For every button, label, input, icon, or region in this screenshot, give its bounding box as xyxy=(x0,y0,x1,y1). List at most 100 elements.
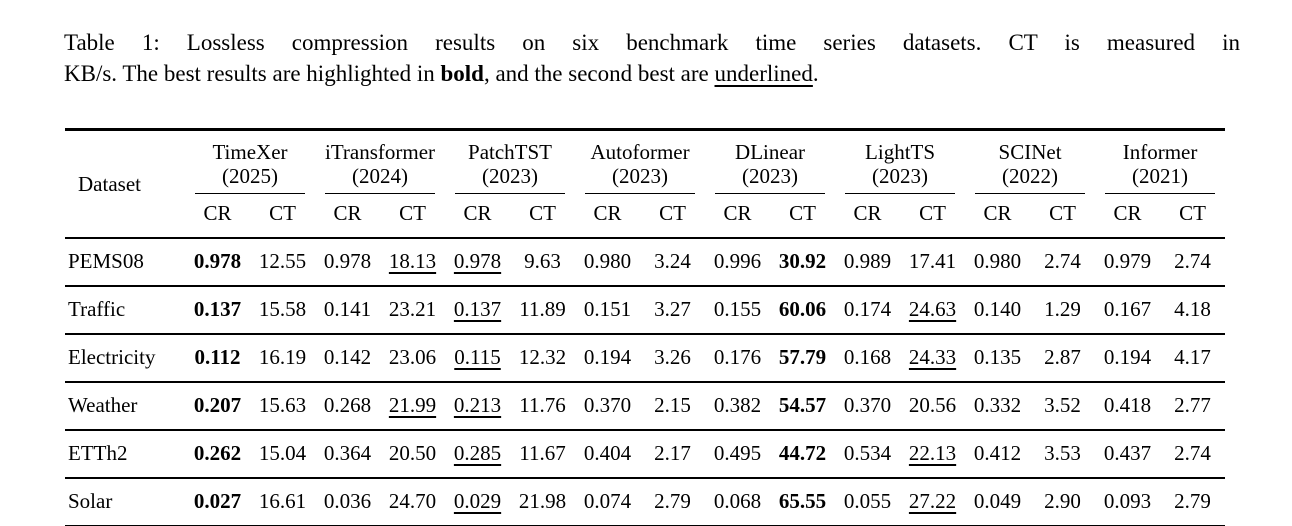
table-cell: 0.207 xyxy=(185,382,250,431)
method-name: TimeXer xyxy=(212,140,288,164)
table-cell: 0.980 xyxy=(575,238,641,287)
table-cell: 2.17 xyxy=(640,430,706,479)
subheader-cr: CR xyxy=(203,201,232,225)
table-cell: 3.53 xyxy=(1030,430,1096,479)
subheader-ct: CT xyxy=(529,201,556,225)
table-cell: 2.74 xyxy=(1160,430,1226,479)
table-cell: 0.137 xyxy=(185,286,250,335)
table-cell: 0.370 xyxy=(835,382,901,431)
table-cell: 30.92 xyxy=(770,238,836,287)
subheader-cr: CR xyxy=(1113,201,1142,225)
table-cell: 2.90 xyxy=(1044,489,1081,513)
subheader-ct: CT xyxy=(919,201,946,225)
table-cell: 23.21 xyxy=(380,286,446,335)
table-row-solar: Solar 0.027 16.61 0.036 24.70 0.029 21.98 0.074… xyxy=(65,478,1225,526)
table-cell: 0.151 xyxy=(575,286,641,335)
table-cell: 0.332 xyxy=(965,382,1031,431)
table-cell: 0.167 xyxy=(1095,286,1161,335)
subheader-ct: CT xyxy=(1179,201,1206,225)
table-cell: 0.404 xyxy=(575,430,641,479)
method-year: (2022) xyxy=(1002,164,1059,188)
table-cell: 11.89 xyxy=(510,286,576,335)
table-cell: 0.370 xyxy=(575,382,641,431)
table-cell: 0.168 xyxy=(835,334,901,383)
table-cell: 15.04 xyxy=(250,430,315,479)
subheader-ct: CT xyxy=(659,201,686,225)
row-label: PEMS08 xyxy=(65,238,185,287)
table-caption: Table 1: Lossless compression results on… xyxy=(64,27,1240,89)
row-label: Solar xyxy=(68,489,113,513)
group-rule xyxy=(585,193,696,194)
method-year: (2025) xyxy=(222,164,278,188)
header-row-methods: Dataset TimeXer (2025) iTransformer (2024) P… xyxy=(65,130,1225,196)
subheader-cr: CR xyxy=(333,201,362,225)
table-cell: 0.055 xyxy=(843,489,892,513)
table-cell: 0.534 xyxy=(835,430,901,479)
table-cell: 0.068 xyxy=(713,489,762,513)
table-cell: 11.76 xyxy=(510,382,576,431)
table-cell: 0.142 xyxy=(315,334,380,383)
caption-text-before-bold: KB/s. The best results are highlighted i… xyxy=(64,61,441,86)
method-name: LightTS xyxy=(865,140,936,164)
group-rule xyxy=(975,193,1086,194)
table-cell: 0.155 xyxy=(705,286,771,335)
caption-line2: KB/s. The best results are highlighted i… xyxy=(64,58,1240,89)
table-cell: 24.63 xyxy=(900,286,966,335)
table-cell: 0.213 xyxy=(445,382,511,431)
table-cell: 54.57 xyxy=(770,382,836,431)
subheader-cr: CR xyxy=(593,201,622,225)
table-cell: 0.194 xyxy=(575,334,641,383)
method-year: (2024) xyxy=(352,164,408,188)
header-row-sub: CR CT CR CT CR CT CR CT CR CT CR CT CR CT CR CT xyxy=(65,195,1225,238)
method-header-autoformer: Autoformer (2023) xyxy=(575,130,705,196)
table-cell: 17.41 xyxy=(900,238,966,287)
table-cell: 20.56 xyxy=(900,382,966,431)
table-cell: 0.115 xyxy=(445,334,511,383)
table-cell: 0.140 xyxy=(965,286,1031,335)
table-cell: 3.52 xyxy=(1030,382,1096,431)
table-cell: 2.79 xyxy=(654,489,691,513)
table-row-electricity: Electricity 0.112 16.19 0.142 23.06 0.115 12.3… xyxy=(65,334,1226,383)
table-cell: 0.074 xyxy=(583,489,632,513)
table-cell: 0.978 xyxy=(185,238,250,287)
table-cell: 2.74 xyxy=(1030,238,1096,287)
caption-underlined-word: underlined xyxy=(714,61,813,86)
table-cell: 21.98 xyxy=(518,489,567,513)
table-cell: 0.027 xyxy=(193,489,242,513)
subheader-cr: CR xyxy=(463,201,492,225)
table-cell: 12.55 xyxy=(250,238,315,287)
table-cell: 0.285 xyxy=(445,430,511,479)
table-cell: 24.33 xyxy=(900,334,966,383)
subheader-ct: CT xyxy=(269,201,296,225)
table-cell: 12.32 xyxy=(510,334,576,383)
table-cell: 60.06 xyxy=(770,286,836,335)
method-header-lightts: LightTS (2023) xyxy=(835,130,965,196)
table-cell: 11.67 xyxy=(510,430,576,479)
table-cell: 3.26 xyxy=(640,334,706,383)
table-cell: 18.13 xyxy=(380,238,446,287)
caption-text-after-bold: , and the second best are xyxy=(483,61,715,86)
group-rule xyxy=(715,193,826,194)
group-rule xyxy=(455,193,566,194)
table-cell: 20.50 xyxy=(380,430,446,479)
table-row-pems08: PEMS08 0.978 12.55 0.978 18.13 0.978 9.63 0.980… xyxy=(65,238,1226,287)
table-cell: 2.87 xyxy=(1030,334,1096,383)
table-cell: 2.15 xyxy=(640,382,706,431)
group-rule xyxy=(845,193,956,194)
table-cell: 0.262 xyxy=(185,430,250,479)
row-label: Traffic xyxy=(65,286,185,335)
method-name: PatchTST xyxy=(468,140,553,164)
table-cell: 0.112 xyxy=(185,334,250,383)
table-cell: 0.979 xyxy=(1095,238,1161,287)
table-cell: 3.24 xyxy=(640,238,706,287)
subheader-cr: CR xyxy=(723,201,752,225)
method-header-dlinear: DLinear (2023) xyxy=(705,130,835,196)
table-cell: 1.29 xyxy=(1030,286,1096,335)
group-rule xyxy=(325,193,436,194)
method-header-scinet: SCINet (2022) xyxy=(965,130,1095,196)
table-cell: 0.141 xyxy=(315,286,380,335)
table-cell: 21.99 xyxy=(380,382,446,431)
table-cell: 0.989 xyxy=(835,238,901,287)
table-cell: 2.77 xyxy=(1160,382,1226,431)
row-label: Electricity xyxy=(65,334,185,383)
